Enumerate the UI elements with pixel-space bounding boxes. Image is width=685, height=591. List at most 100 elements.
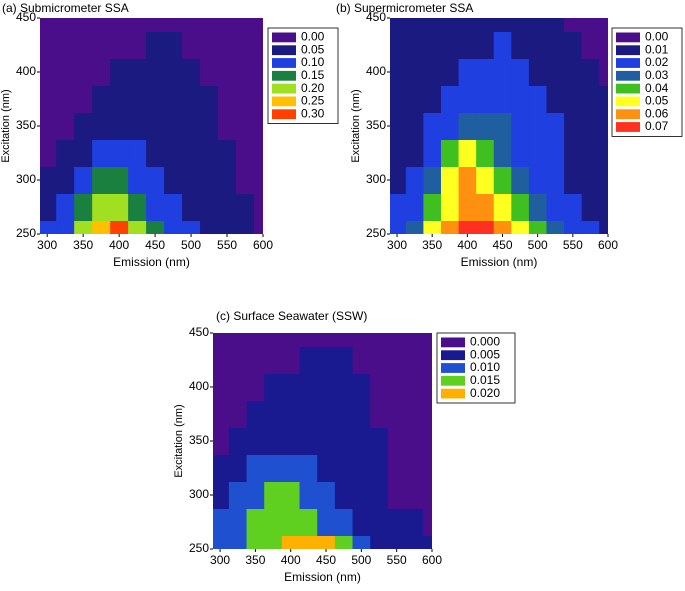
contour-cell — [370, 481, 389, 509]
contour-cell — [213, 400, 230, 428]
contour-cell — [246, 427, 265, 455]
contour-cell — [390, 85, 407, 113]
contour-cell — [146, 139, 165, 167]
plot-area — [40, 18, 263, 234]
contour-cell — [56, 166, 75, 194]
contour-cell — [511, 58, 530, 86]
contour-cell — [146, 166, 165, 194]
contour-cell — [246, 454, 265, 482]
contour-cell — [458, 166, 477, 194]
contour-cell — [92, 112, 111, 140]
contour-cell — [110, 112, 129, 140]
contour-cell — [599, 112, 608, 140]
contour-cell — [200, 193, 219, 221]
contour-cell — [164, 139, 183, 167]
contour-cell — [546, 112, 565, 140]
contour-cell — [564, 85, 583, 113]
contour-cell — [581, 31, 600, 59]
contour-cell — [458, 220, 477, 234]
contour-cell — [317, 346, 336, 374]
contour-cell — [405, 85, 424, 113]
contour-cell — [128, 139, 147, 167]
contour-cell — [236, 166, 255, 194]
x-tick-label: 300 — [387, 238, 407, 252]
contour-cell — [164, 193, 183, 221]
legend-label: 0.01 — [645, 42, 669, 56]
contour-cell — [213, 427, 230, 455]
contour-cell — [200, 166, 219, 194]
x-tick-label: 350 — [245, 553, 265, 567]
contour-cell — [370, 427, 389, 455]
contour-cell — [387, 427, 407, 455]
contour-cell — [299, 535, 318, 549]
contour-cell — [370, 400, 389, 428]
contour-cell — [493, 220, 512, 234]
contour-cell — [146, 18, 165, 32]
contour-cell — [281, 333, 301, 347]
contour-cell — [528, 220, 547, 234]
y-tick-label: 350 — [366, 118, 386, 132]
contour-cell — [370, 346, 389, 374]
contour-cell — [317, 535, 336, 549]
legend-label: 0.005 — [470, 347, 500, 361]
contour-cell — [246, 400, 265, 428]
x-tick-label: 450 — [316, 553, 336, 567]
x-tick-label: 500 — [351, 553, 371, 567]
contour-cell — [254, 166, 263, 194]
contour-cell — [218, 220, 237, 234]
legend-swatch — [441, 350, 465, 361]
contour-cell — [182, 18, 201, 32]
legend-label: 0.000 — [470, 335, 500, 349]
contour-cell — [74, 85, 93, 113]
contour-cell — [213, 508, 230, 536]
x-tick-label: 550 — [387, 553, 407, 567]
contour-cell — [246, 333, 265, 347]
contour-cell — [146, 31, 165, 59]
x-tick-label: 350 — [73, 238, 93, 252]
x-tick-label: 600 — [598, 238, 618, 252]
contour-cell — [213, 346, 230, 374]
contour-cell — [299, 346, 318, 374]
contour-cell — [40, 193, 57, 221]
chart-title: (c) Surface Seawater (SSW) — [216, 309, 367, 323]
contour-cell — [213, 454, 230, 482]
contour-cell — [254, 193, 263, 221]
contour-cell — [599, 18, 608, 32]
contour-cell — [511, 85, 530, 113]
contour-cell — [423, 333, 432, 347]
plot-area — [390, 18, 608, 234]
contour-cell — [423, 373, 432, 401]
contour-cell — [299, 454, 318, 482]
contour-cell — [511, 31, 530, 59]
contour-cell — [317, 400, 336, 428]
contour-cell — [264, 481, 283, 509]
contour-cell — [40, 85, 57, 113]
contour-cell — [440, 139, 460, 167]
legend-label: 0.010 — [470, 360, 500, 374]
contour-cell — [423, 220, 442, 234]
contour-cell — [182, 58, 201, 86]
contour-cell — [246, 373, 265, 401]
legend-swatch — [616, 122, 640, 132]
contour-cell — [405, 166, 424, 194]
contour-cell — [281, 481, 301, 509]
contour-cell — [334, 427, 354, 455]
x-tick-label: 350 — [422, 238, 442, 252]
contour-cell — [387, 346, 407, 374]
contour-cell — [228, 333, 248, 347]
y-tick-label: 400 — [189, 379, 209, 393]
contour-cell — [440, 193, 460, 221]
contour-cell — [264, 333, 283, 347]
contour-cell — [146, 85, 165, 113]
contour-cell — [581, 220, 600, 234]
contour-cell — [564, 193, 583, 221]
contour-cell — [218, 85, 237, 113]
contour-cell — [546, 139, 565, 167]
contour-cell — [56, 139, 75, 167]
legend-swatch — [272, 70, 296, 81]
legend-swatch — [272, 83, 296, 94]
contour-cell — [334, 508, 354, 536]
contour-cell — [493, 112, 512, 140]
contour-cell — [74, 31, 93, 59]
